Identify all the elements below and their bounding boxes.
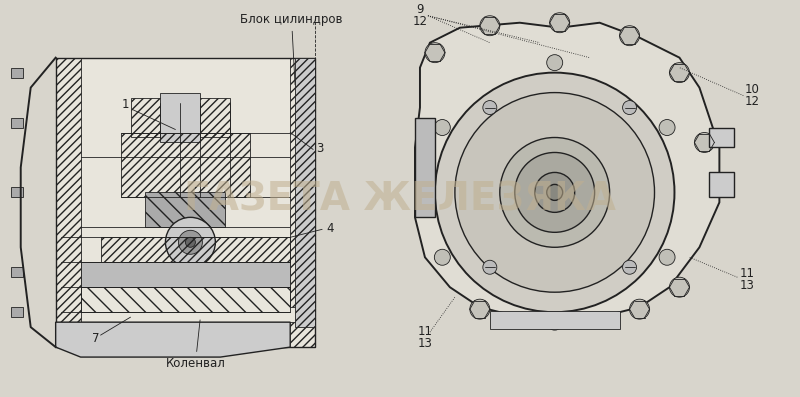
Text: 1: 1 [122, 98, 130, 110]
Circle shape [434, 249, 450, 265]
Bar [295, 58, 315, 327]
Circle shape [455, 93, 654, 292]
Text: 13: 13 [418, 337, 432, 350]
Bar [56, 58, 81, 347]
Circle shape [622, 260, 637, 274]
Circle shape [630, 299, 650, 319]
Bar [710, 172, 734, 197]
Bar [10, 187, 22, 197]
Polygon shape [415, 23, 719, 319]
Text: 3: 3 [317, 143, 324, 156]
Circle shape [166, 217, 215, 267]
Circle shape [470, 299, 490, 319]
Bar [415, 118, 435, 217]
Circle shape [186, 237, 195, 247]
Text: 10: 10 [744, 83, 759, 96]
Circle shape [546, 185, 562, 200]
Text: 12: 12 [413, 15, 427, 28]
Circle shape [619, 26, 639, 46]
Text: 13: 13 [739, 279, 754, 292]
Polygon shape [56, 322, 290, 357]
Bar [81, 262, 290, 287]
Circle shape [514, 152, 594, 232]
Circle shape [694, 133, 714, 152]
Bar [56, 322, 315, 347]
Circle shape [659, 249, 675, 265]
Bar [290, 58, 315, 307]
Bar [130, 98, 230, 137]
Bar [10, 267, 22, 277]
Bar [101, 237, 290, 262]
Circle shape [483, 260, 497, 274]
Bar [56, 58, 315, 347]
Text: ГАЗЕТА ЖЕЛЕЗЯКА: ГАЗЕТА ЖЕЛЕЗЯКА [184, 180, 616, 218]
Bar [490, 311, 619, 329]
Circle shape [434, 119, 450, 135]
Circle shape [483, 100, 497, 115]
Bar [81, 287, 290, 312]
Circle shape [534, 172, 574, 212]
Circle shape [659, 119, 675, 135]
Bar [121, 133, 250, 197]
Circle shape [670, 277, 690, 297]
Circle shape [425, 43, 445, 63]
Circle shape [670, 63, 690, 83]
Circle shape [500, 137, 610, 247]
Bar [10, 307, 22, 317]
Circle shape [435, 73, 674, 312]
Bar [710, 127, 734, 147]
Text: Блок цилиндров: Блок цилиндров [240, 13, 343, 85]
Bar [146, 193, 226, 227]
Circle shape [546, 314, 562, 330]
Text: 11: 11 [739, 267, 754, 280]
Circle shape [546, 55, 562, 71]
Circle shape [178, 230, 202, 254]
Text: 9: 9 [416, 3, 424, 16]
Text: 12: 12 [744, 94, 759, 108]
Bar [10, 67, 22, 77]
Bar [161, 93, 200, 143]
Circle shape [622, 100, 637, 115]
Text: Коленвал: Коленвал [166, 320, 226, 370]
Bar [10, 118, 22, 127]
Text: 7: 7 [92, 332, 99, 345]
Text: 4: 4 [326, 222, 334, 235]
Text: 11: 11 [418, 325, 433, 338]
Circle shape [480, 16, 500, 36]
Circle shape [550, 13, 570, 33]
